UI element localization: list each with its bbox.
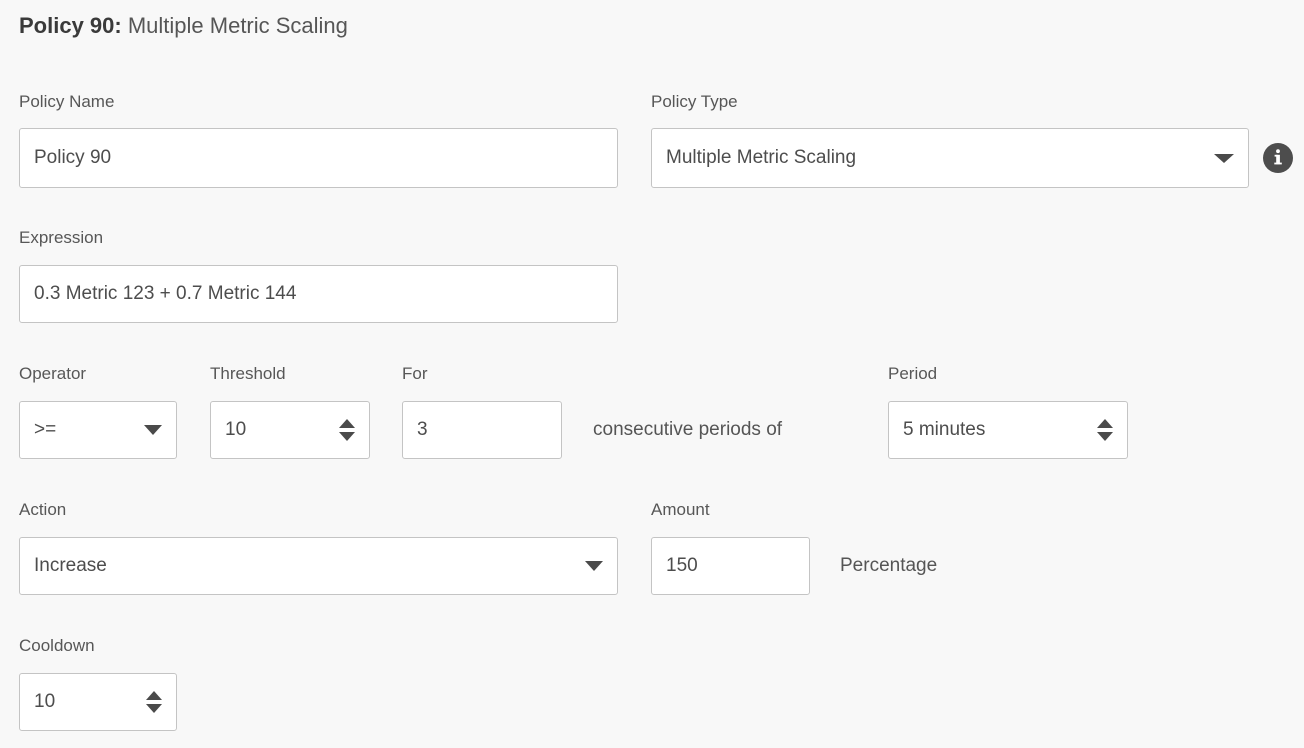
page-title-policy-type: Multiple Metric Scaling bbox=[121, 13, 348, 38]
expression-label: Expression bbox=[19, 228, 104, 247]
policy-type-label: Policy Type bbox=[651, 92, 738, 111]
threshold-stepper[interactable]: 10 bbox=[210, 401, 370, 459]
expression-value: 0.3 Metric 123 + 0.7 Metric 144 bbox=[34, 283, 297, 304]
amount-unit-text: Percentage bbox=[840, 555, 938, 576]
amount-input[interactable]: 150 bbox=[651, 537, 810, 595]
cooldown-stepper[interactable]: 10 bbox=[19, 673, 177, 731]
operator-label: Operator bbox=[19, 364, 87, 383]
stepper-up-icon[interactable] bbox=[1097, 419, 1113, 428]
consecutive-periods-text: consecutive periods of bbox=[593, 419, 783, 440]
amount-value: 150 bbox=[666, 555, 698, 576]
cooldown-value: 10 bbox=[34, 691, 56, 712]
stepper-up-icon[interactable] bbox=[339, 419, 355, 428]
amount-label: Amount bbox=[651, 500, 710, 519]
operator-select[interactable]: >= bbox=[19, 401, 177, 459]
threshold-label: Threshold bbox=[210, 364, 286, 383]
policy-type-select[interactable]: Multiple Metric Scaling bbox=[651, 128, 1249, 188]
stepper-down-icon[interactable] bbox=[339, 432, 355, 441]
policy-name-value: Policy 90 bbox=[34, 147, 112, 168]
period-stepper[interactable]: 5 minutes bbox=[888, 401, 1128, 459]
info-icon[interactable] bbox=[1263, 143, 1293, 173]
for-label: For bbox=[402, 364, 428, 383]
stepper-down-icon[interactable] bbox=[146, 704, 162, 713]
action-value: Increase bbox=[34, 555, 107, 576]
policy-type-value: Multiple Metric Scaling bbox=[666, 147, 857, 168]
spinner-icon[interactable] bbox=[339, 419, 355, 441]
spinner-icon[interactable] bbox=[146, 691, 162, 713]
stepper-up-icon[interactable] bbox=[146, 691, 162, 700]
stepper-down-icon[interactable] bbox=[1097, 432, 1113, 441]
page-title: Policy 90: Multiple Metric Scaling bbox=[19, 11, 348, 41]
threshold-value: 10 bbox=[225, 419, 247, 440]
for-input[interactable]: 3 bbox=[402, 401, 562, 459]
chevron-down-icon[interactable] bbox=[1214, 153, 1234, 163]
operator-value: >= bbox=[34, 419, 57, 440]
action-select[interactable]: Increase bbox=[19, 537, 618, 595]
policy-name-label: Policy Name bbox=[19, 92, 115, 111]
expression-input[interactable]: 0.3 Metric 123 + 0.7 Metric 144 bbox=[19, 265, 618, 323]
action-label: Action bbox=[19, 500, 67, 519]
cooldown-label: Cooldown bbox=[19, 636, 95, 655]
spinner-icon[interactable] bbox=[1097, 419, 1113, 441]
period-value: 5 minutes bbox=[903, 419, 986, 440]
policy-name-input[interactable]: Policy 90 bbox=[19, 128, 618, 188]
chevron-down-icon[interactable] bbox=[144, 425, 162, 435]
period-label: Period bbox=[888, 364, 938, 383]
for-value: 3 bbox=[417, 419, 428, 440]
page-title-policy-id: Policy 90: bbox=[19, 13, 122, 38]
chevron-down-icon[interactable] bbox=[585, 561, 603, 571]
